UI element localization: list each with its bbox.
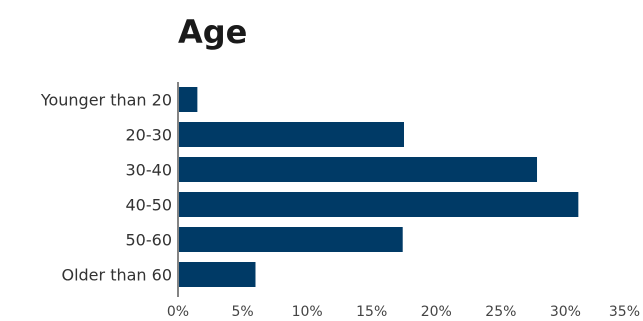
x-tick-label-25: 25%: [485, 304, 516, 320]
bar-20-30: [179, 122, 404, 147]
x-tick-label-30: 30%: [550, 304, 581, 320]
bar-40-50: [179, 192, 579, 217]
category-label-30-40: 30-40: [126, 161, 173, 180]
bars-group: [179, 87, 579, 287]
bar-older-than-60: [179, 262, 256, 287]
bar-30-40: [179, 157, 538, 182]
x-tick-label-20: 20%: [421, 304, 452, 320]
x-tick-label-0: 0%: [167, 304, 189, 320]
category-label-50-60: 50-60: [126, 231, 173, 250]
x-tick-label-35: 35%: [609, 304, 640, 320]
category-label-40-50: 40-50: [126, 196, 173, 215]
chart-title: Age: [178, 13, 247, 51]
x-tick-label-15: 15%: [356, 304, 387, 320]
category-labels: Younger than 20 20-30 30-40 40-50 50-60 Older…: [40, 91, 172, 285]
x-tick-label-10: 10%: [292, 304, 323, 320]
category-label-older-than-60: Older than 60: [61, 266, 172, 285]
bar-younger-than-20: [179, 87, 198, 112]
x-axis-ticks: 0% 5% 10% 15% 20% 25% 30% 35%: [167, 304, 640, 320]
bar-50-60: [179, 227, 403, 252]
x-tick-label-5: 5%: [231, 304, 253, 320]
category-label-younger-than-20: Younger than 20: [40, 91, 172, 110]
category-label-20-30: 20-30: [126, 126, 173, 145]
